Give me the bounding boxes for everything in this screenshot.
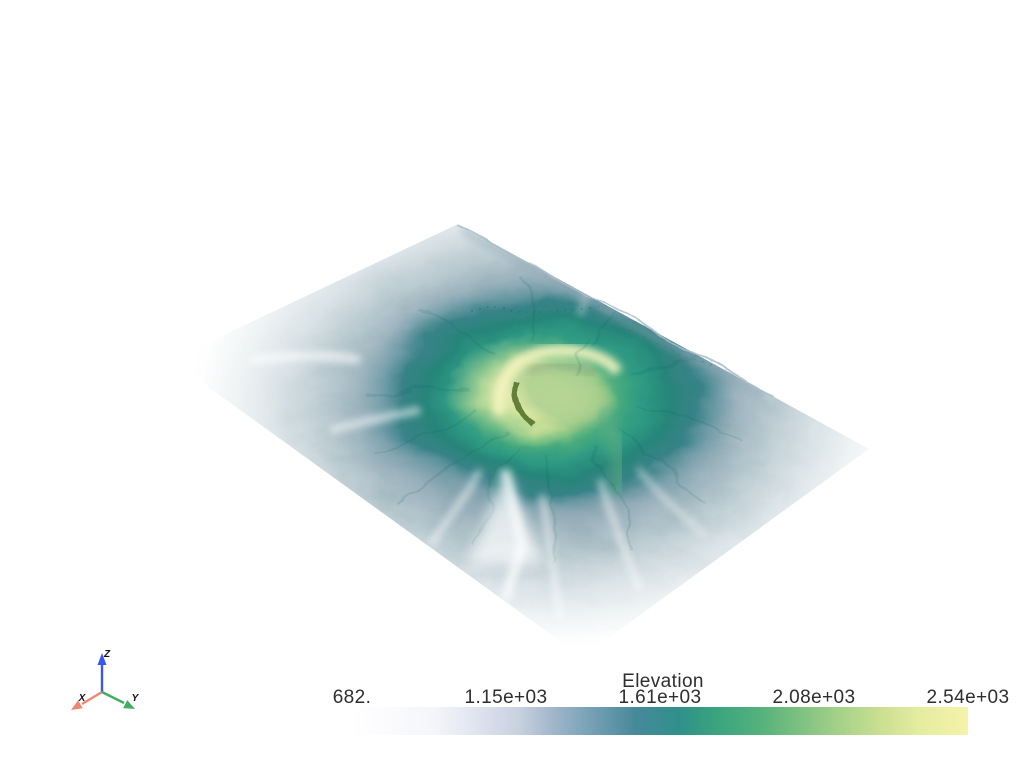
z-axis-label: Z <box>103 649 111 660</box>
terrain-surface[interactable] <box>100 150 950 730</box>
x-axis-arrowhead-icon <box>71 700 83 710</box>
crater-rim-highlight <box>493 344 623 416</box>
y-axis-label: Y <box>132 693 140 704</box>
y-axis <box>101 690 125 705</box>
y-axis-arrowhead-icon <box>123 700 135 709</box>
crater-shadow-crescent <box>511 381 535 428</box>
orientation-axes-widget[interactable]: X Y Z <box>71 649 140 710</box>
crater-breach-flow <box>592 409 629 499</box>
crater <box>493 344 629 499</box>
crater-inner-shadow <box>525 360 598 379</box>
z-axis-arrowhead-icon <box>97 653 107 665</box>
x-axis-label: X <box>78 693 87 704</box>
tile-northeast-edge <box>457 223 773 400</box>
x-axis <box>81 690 103 706</box>
valley-fan <box>468 470 545 565</box>
